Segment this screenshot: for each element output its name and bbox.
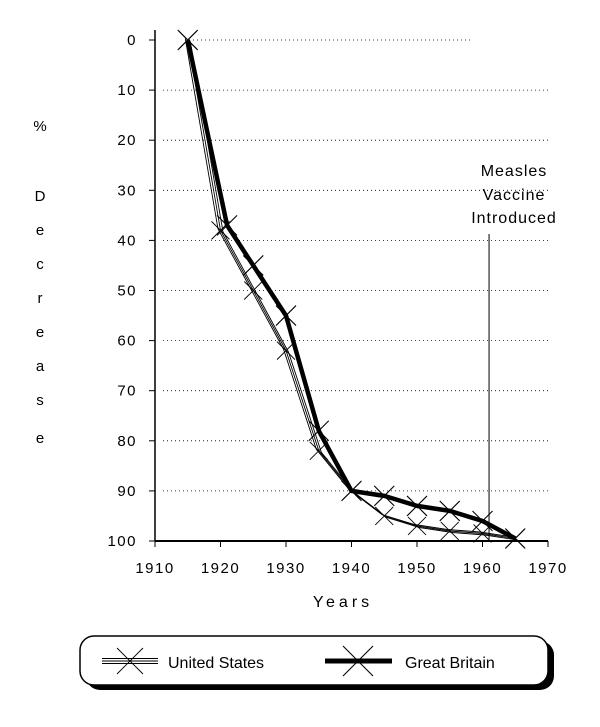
series-layer [177,29,526,549]
x-axis-label: Years [313,594,373,611]
x-tick-label: 1960 [463,560,502,577]
y-axis-label-char: c [36,256,44,273]
series-line [184,38,513,538]
legend: United States Great Britain [79,635,554,690]
data-point [439,500,461,522]
data-point [406,495,428,517]
data-point [341,480,362,502]
data-point [504,528,526,549]
y-tick-label: 10 [117,82,137,99]
y-axis-label-char: e [36,324,44,341]
data-point [308,420,330,442]
data-point [216,214,238,236]
legend-marker [342,645,374,677]
y-axis-label-char: a [36,358,45,375]
data-point [275,305,297,326]
annotation-line: Introduced [471,210,557,227]
series-line [187,39,516,539]
legend-label-united-states: United States [168,655,264,672]
data-point [440,521,460,541]
data-point [177,29,199,51]
series-united-states [178,30,525,548]
y-tick-label: 100 [107,533,137,550]
series-line [185,39,517,541]
x-tick-label: 1910 [135,560,174,577]
x-tick-label: 1950 [397,560,436,577]
y-tick-label: 50 [117,283,137,300]
y-tick-label: 70 [117,383,137,400]
x-tick-labels: 1910 1920 1930 1940 1950 1960 1970 [135,541,567,577]
annotation-line: Vaccine [483,187,546,204]
y-tick-label: 90 [117,483,137,500]
series-great-britain [177,29,526,549]
y-axis-label-char: r [38,290,43,307]
y-tick-label: 40 [117,232,137,249]
y-axis-label-char: s [36,392,44,409]
legend-label-great-britain: Great Britain [405,655,495,672]
y-axis-label-char: D [35,188,46,205]
x-tick-label: 1940 [332,560,371,577]
x-tick-label: 1920 [201,560,240,577]
x-tick-label: 1930 [266,560,305,577]
data-point [472,510,493,532]
y-tick-labels: 0 10 20 30 40 50 60 70 80 90 100 [107,32,155,550]
y-axis-label-char: e [36,430,44,447]
legend-marker [116,647,144,675]
y-tick-label: 60 [117,333,137,350]
y-tick-label: 80 [117,433,137,450]
vaccine-annotation: Measles Vaccine Introduced [471,163,557,541]
y-tick-label: 30 [117,182,137,199]
data-point [242,255,264,276]
y-axis-label-char: % [33,118,46,135]
y-tick-label: 0 [127,32,137,49]
y-axis-label-char: e [36,222,44,239]
data-point [373,485,395,507]
gridlines [163,39,548,492]
data-point [374,506,394,526]
legend-sample-united-states [102,647,158,675]
data-point [407,516,427,536]
y-tick-label: 20 [117,132,137,149]
legend-sample-great-britain [325,645,392,677]
data-point [243,281,263,300]
x-tick-label: 1970 [528,560,567,577]
legend-box [79,635,549,686]
annotation-line: Measles [481,163,548,180]
